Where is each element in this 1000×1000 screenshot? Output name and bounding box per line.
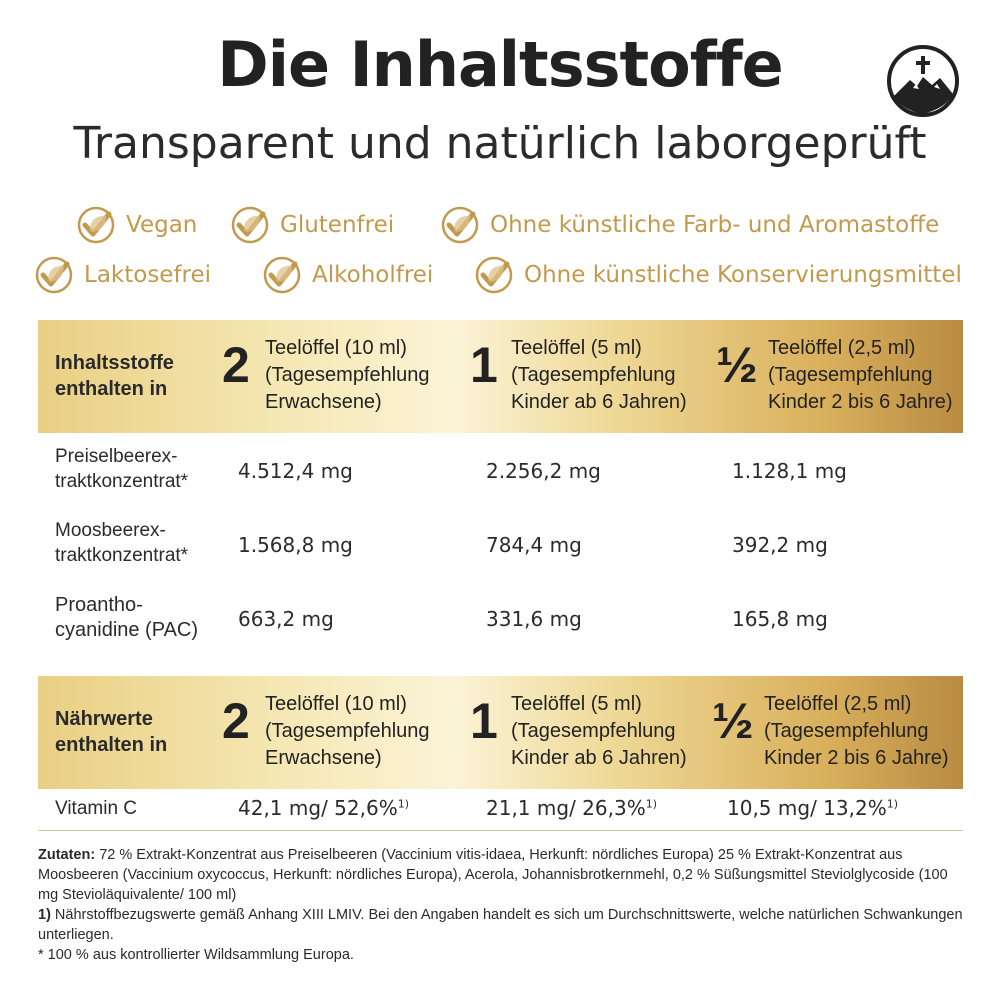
dose-amount: 1 [470, 337, 498, 393]
row-value: 663,2 mg [238, 607, 334, 631]
badge-label: Laktosefrei [84, 262, 212, 288]
badge-label: Alkoholfrei [312, 262, 434, 288]
dose-description: Teelöffel (2,5 ml) (Tagesempfehlung Kind… [768, 337, 953, 413]
badge-laktosefrei: Laktosefrei [34, 255, 211, 295]
badge-label: Ohne künstliche Farb- und Aromastoffe [490, 212, 940, 238]
dose-description: Teelöffel (5 ml) (Tagesempfehlung Kinder… [511, 693, 687, 769]
badge-glutenfrei: Glutenfrei [230, 205, 394, 245]
ingredients-header-label: Inhaltsstoffe enthalten in [55, 352, 174, 400]
leaf-check-icon [474, 255, 514, 295]
footnote-1: 1) Nährstoffbezugswerte gemäß Anhang XII… [38, 907, 963, 943]
dose-amount: ½ [716, 337, 758, 393]
row-value: 2.256,2 mg [486, 459, 601, 483]
nutrition-header-band [38, 676, 963, 789]
row-name: Moosbeerex- traktkonzentrat* [55, 520, 189, 566]
row-value: 1.128,1 mg [732, 459, 847, 483]
dose-description: Teelöffel (5 ml) (Tagesempfehlung Kinder… [511, 337, 687, 413]
dose-amount: 1 [470, 693, 498, 749]
footnotes: Zutaten: 72 % Extrakt-Konzentrat aus Pre… [38, 845, 963, 965]
leaf-check-icon [230, 205, 270, 245]
row-value: 4.512,4 mg [238, 459, 353, 483]
page-subtitle: Transparent und natürlich laborgeprüft [73, 118, 927, 169]
ingredients-header-band [38, 320, 963, 433]
dose-description: Teelöffel (10 ml) (Tagesempfehlung Erwac… [265, 693, 430, 769]
dose-description: Teelöffel (10 ml) (Tagesempfehlung Erwac… [265, 337, 430, 413]
dose-amount: 2 [222, 693, 250, 749]
badge-ohne-konservierung: Ohne künstliche Konservierungsmittel [474, 255, 962, 295]
nutrition-header-label: Nährwerte enthalten in [55, 708, 168, 756]
badge-label: Vegan [126, 212, 198, 238]
badge-label: Ohne künstliche Konservierungsmittel [524, 262, 962, 288]
badge-vegan: Vegan [76, 205, 197, 245]
dose-description: Teelöffel (2,5 ml) (Tagesempfehlung Kind… [764, 693, 949, 769]
footnote-asterisk: * 100 % aus kontrollierter Wildsammlung … [38, 947, 354, 963]
row-name: Proantho- cyanidine (PAC) [55, 594, 199, 641]
row-name: Vitamin C [55, 798, 138, 819]
page-title: Die Inhaltsstoffe [217, 28, 783, 101]
row-value: 21,1 mg/ 26,3%1) [486, 796, 657, 820]
leaf-check-icon [76, 205, 116, 245]
row-name: Preiselbeerex- traktkonzentrat* [55, 446, 189, 492]
dose-amount: 2 [222, 337, 250, 393]
zutaten-text: Zutaten: 72 % Extrakt-Konzentrat aus Pre… [38, 847, 948, 903]
divider [38, 830, 963, 831]
badge-ohne-farbstoffe: Ohne künstliche Farb- und Aromastoffe [440, 205, 939, 245]
row-value: 784,4 mg [486, 533, 582, 557]
dose-amount: ½ [712, 693, 754, 749]
row-value: 392,2 mg [732, 533, 828, 557]
mountain-cross-icon [887, 45, 959, 117]
badge-label: Glutenfrei [280, 212, 395, 238]
badge-alkoholfrei: Alkoholfrei [262, 255, 433, 295]
leaf-check-icon [440, 205, 480, 245]
row-value: 42,1 mg/ 52,6%1) [238, 796, 409, 820]
row-value: 331,6 mg [486, 607, 582, 631]
leaf-check-icon [262, 255, 302, 295]
row-value: 10,5 mg/ 13,2%1) [727, 796, 898, 820]
row-value: 1.568,8 mg [238, 533, 353, 557]
row-value: 165,8 mg [732, 607, 828, 631]
leaf-check-icon [34, 255, 74, 295]
